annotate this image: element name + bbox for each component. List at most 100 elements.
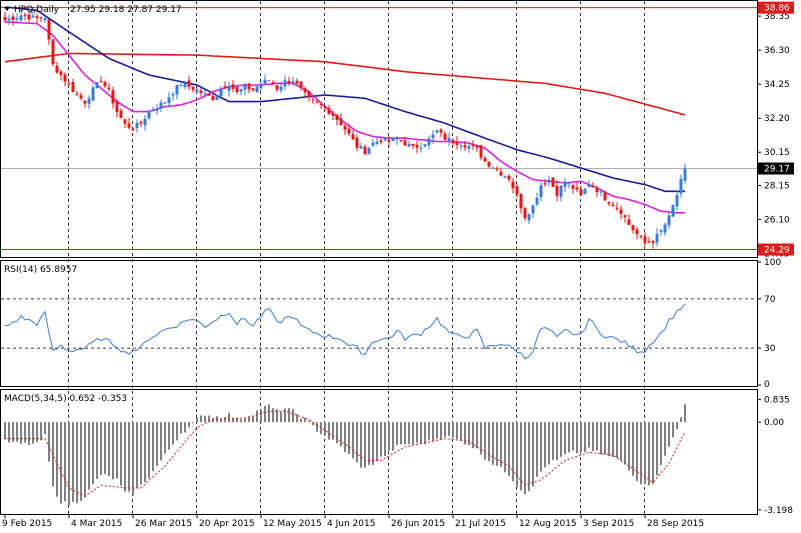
candle[interactable] [95, 82, 99, 89]
candle[interactable] [383, 137, 387, 142]
candle[interactable] [55, 61, 59, 74]
candle[interactable] [247, 82, 251, 94]
candle[interactable] [439, 127, 443, 138]
candle[interactable] [107, 83, 111, 92]
candle[interactable] [471, 140, 475, 151]
candle[interactable] [399, 139, 403, 143]
candle[interactable] [271, 80, 275, 86]
candle[interactable] [591, 182, 595, 188]
candle[interactable] [375, 136, 379, 146]
candle[interactable] [3, 11, 7, 23]
candle[interactable] [243, 82, 247, 96]
candle[interactable] [275, 84, 279, 93]
candle[interactable] [63, 72, 67, 87]
candle[interactable] [163, 101, 167, 104]
candlesticks[interactable] [3, 9, 687, 249]
candle[interactable] [455, 136, 459, 150]
candle[interactable] [287, 76, 291, 86]
candle[interactable] [675, 191, 679, 211]
candle[interactable] [219, 86, 223, 100]
candle[interactable] [11, 13, 15, 26]
candle[interactable] [599, 188, 603, 197]
candle[interactable] [547, 175, 551, 187]
candle[interactable] [359, 142, 363, 150]
candle[interactable] [207, 92, 211, 96]
candle[interactable] [499, 167, 503, 177]
candle[interactable] [307, 90, 311, 102]
symbol-dropdown-icon[interactable] [4, 7, 10, 11]
candle[interactable] [571, 184, 575, 194]
candle[interactable] [67, 81, 71, 87]
candle[interactable] [43, 17, 47, 24]
candle[interactable] [603, 190, 607, 202]
candle[interactable] [559, 185, 563, 202]
candle[interactable] [395, 135, 399, 146]
candle[interactable] [579, 185, 583, 196]
candle[interactable] [263, 74, 267, 85]
candle[interactable] [319, 101, 323, 110]
candle[interactable] [47, 18, 51, 45]
candle[interactable] [7, 14, 11, 25]
candle[interactable] [487, 160, 491, 168]
candle[interactable] [159, 99, 163, 113]
candle[interactable] [127, 117, 131, 130]
candle[interactable] [111, 86, 115, 109]
candle[interactable] [75, 90, 79, 97]
candle[interactable] [71, 78, 75, 93]
candle[interactable] [543, 178, 547, 187]
candle[interactable] [15, 13, 19, 22]
candle[interactable] [351, 129, 355, 141]
candle[interactable] [27, 11, 31, 22]
candle[interactable] [631, 224, 635, 234]
candle[interactable] [259, 80, 263, 91]
candle[interactable] [155, 103, 159, 115]
candle[interactable] [587, 180, 591, 188]
candle[interactable] [655, 228, 659, 247]
candle[interactable] [103, 80, 107, 89]
candle[interactable] [171, 91, 175, 101]
candle[interactable] [51, 39, 55, 67]
candle[interactable] [183, 80, 187, 90]
candle[interactable] [647, 237, 651, 243]
candle[interactable] [379, 137, 383, 145]
candle[interactable] [479, 144, 483, 161]
candle[interactable] [671, 204, 675, 218]
candle[interactable] [311, 96, 315, 104]
candle[interactable] [635, 226, 639, 240]
candle[interactable] [575, 182, 579, 193]
candle[interactable] [523, 206, 527, 221]
candle[interactable] [363, 144, 367, 155]
candle[interactable] [491, 166, 495, 170]
candle[interactable] [435, 129, 439, 134]
candle[interactable] [527, 213, 531, 224]
candle[interactable] [611, 201, 615, 207]
candle[interactable] [411, 143, 415, 150]
candle[interactable] [179, 83, 183, 88]
candle[interactable] [83, 100, 87, 108]
candle[interactable] [31, 11, 35, 18]
candle[interactable] [199, 87, 203, 97]
candle[interactable] [519, 193, 523, 214]
candle[interactable] [551, 177, 555, 188]
candle[interactable] [391, 137, 395, 142]
candle[interactable] [279, 81, 283, 94]
candle[interactable] [607, 201, 611, 207]
candle[interactable] [315, 99, 319, 104]
candle[interactable] [623, 214, 627, 223]
candle[interactable] [583, 187, 587, 195]
candle[interactable] [151, 106, 155, 112]
candle[interactable] [467, 141, 471, 153]
candle[interactable] [323, 105, 327, 111]
candle[interactable] [175, 84, 179, 100]
candle[interactable] [227, 81, 231, 97]
candle[interactable] [39, 16, 43, 23]
candle[interactable] [23, 12, 27, 21]
candle[interactable] [619, 205, 623, 219]
candle[interactable] [215, 94, 219, 101]
candle[interactable] [239, 88, 243, 96]
candle[interactable] [195, 86, 199, 94]
candle[interactable] [267, 79, 271, 82]
candle[interactable] [295, 78, 299, 87]
candle[interactable] [119, 108, 123, 119]
